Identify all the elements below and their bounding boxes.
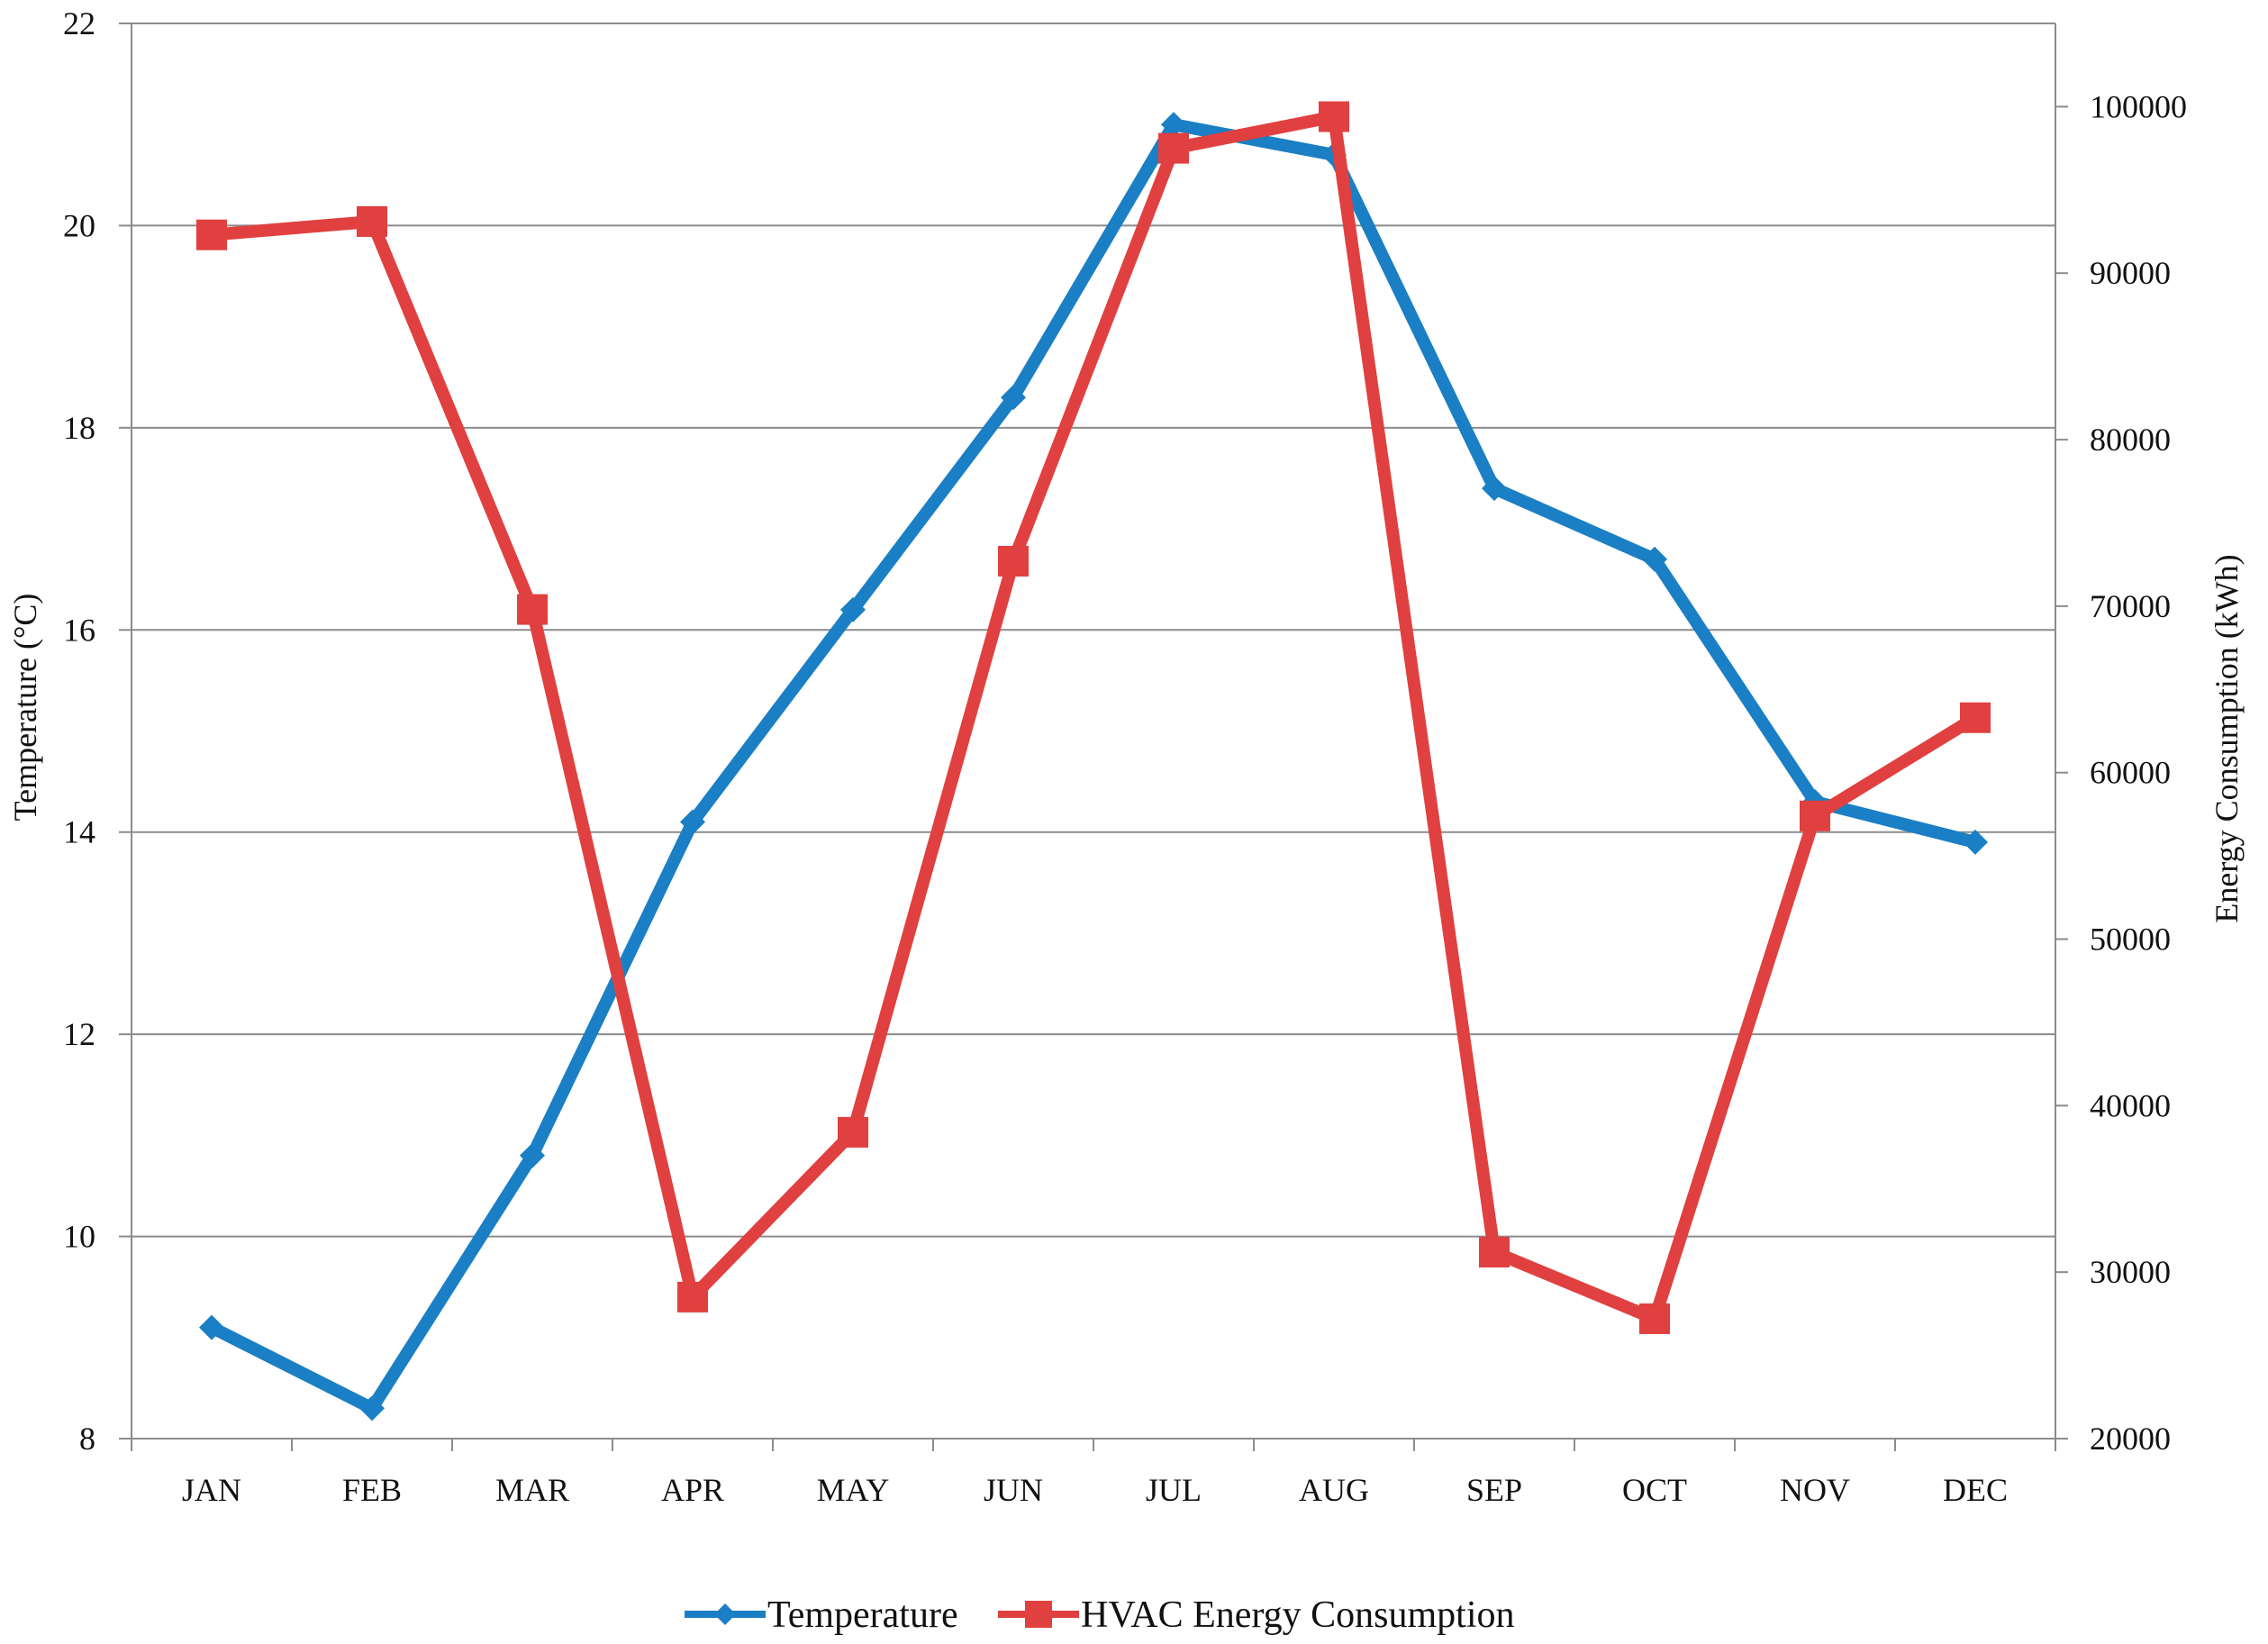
series-line xyxy=(205,118,1982,1415)
x-tick-label: DEC xyxy=(1943,1472,2008,1508)
left-tick-label: 20 xyxy=(63,207,95,243)
x-tick-label: APR xyxy=(661,1472,724,1508)
legend-item-temperature: Temperature xyxy=(685,1594,958,1636)
left-axis-ticks: 8 10 12 14 16 18 20 22 xyxy=(63,5,132,1457)
series-line xyxy=(205,110,1982,1325)
left-tick-label: 16 xyxy=(63,612,95,648)
right-tick-label: 20000 xyxy=(2090,1421,2171,1457)
data-point-square xyxy=(1960,702,1991,733)
right-tick-label: 80000 xyxy=(2090,422,2171,458)
y-axis-right-label: Energy Consumption (kWh) xyxy=(2209,554,2245,922)
legend-item-hvac: HVAC Energy Consumption xyxy=(998,1594,1514,1636)
gridlines xyxy=(132,23,2055,1238)
left-tick-label: 12 xyxy=(63,1016,95,1052)
series-temperature xyxy=(199,112,1988,1421)
series-hvac-energy xyxy=(196,101,1991,1334)
right-tick-label: 100000 xyxy=(2090,88,2187,124)
legend-temperature-label: Temperature xyxy=(767,1594,958,1636)
left-tick-label: 10 xyxy=(63,1219,95,1255)
data-point-square xyxy=(1479,1236,1510,1267)
data-point-square xyxy=(1158,132,1189,164)
x-tick-label: FEB xyxy=(342,1472,402,1508)
data-point-diamond xyxy=(1001,385,1026,411)
data-point-square xyxy=(1800,800,1830,831)
x-tick-label: AUG xyxy=(1299,1472,1369,1508)
x-axis-ticks: JAN FEB MAR APR MAY JUN JUL AUG SEP OCT NOV DEC xyxy=(131,1439,2056,1508)
data-point-diamond xyxy=(1642,546,1667,572)
x-tick-label: JUL xyxy=(1146,1472,1202,1508)
right-axis-ticks: 20000 30000 40000 50000 60000 70000 80000 90000… xyxy=(2055,88,2187,1457)
right-tick-label: 90000 xyxy=(2090,255,2171,291)
right-tick-label: 50000 xyxy=(2090,922,2171,958)
data-point-diamond xyxy=(1482,476,1507,502)
legend-hvac-label: HVAC Energy Consumption xyxy=(1081,1594,1514,1636)
data-point-diamond xyxy=(1161,112,1186,138)
data-point-diamond xyxy=(840,596,866,622)
data-point-diamond xyxy=(520,1142,545,1168)
legend-hvac-marker xyxy=(1025,1601,1052,1628)
series xyxy=(196,101,1991,1421)
x-tick-label: NOV xyxy=(1780,1472,1850,1508)
left-tick-label: 22 xyxy=(63,5,95,41)
legend-temperature-marker xyxy=(714,1603,736,1625)
data-point-diamond xyxy=(359,1395,385,1421)
data-point-square xyxy=(517,594,548,625)
legend: Temperature HVAC Energy Consumption xyxy=(685,1594,1514,1636)
data-point-diamond xyxy=(1963,829,1988,855)
data-point-square xyxy=(838,1116,868,1148)
right-tick-label: 30000 xyxy=(2090,1254,2171,1290)
data-point-square xyxy=(677,1281,708,1312)
x-tick-label: MAR xyxy=(495,1472,569,1508)
data-point-diamond xyxy=(680,809,705,835)
left-tick-label: 14 xyxy=(63,814,95,850)
data-point-square xyxy=(357,205,387,237)
data-point-square xyxy=(1639,1303,1670,1334)
data-point-square xyxy=(998,545,1029,577)
x-tick-label: OCT xyxy=(1622,1472,1687,1508)
right-tick-label: 60000 xyxy=(2090,755,2171,791)
x-tick-label: SEP xyxy=(1466,1472,1522,1508)
y-axis-left-label: Temperature (°C) xyxy=(7,594,43,822)
data-point-square xyxy=(196,219,227,250)
x-tick-label: JUN xyxy=(984,1472,1043,1508)
data-point-diamond xyxy=(199,1314,224,1340)
right-tick-label: 40000 xyxy=(2090,1087,2171,1123)
left-tick-label: 8 xyxy=(79,1421,95,1457)
data-point-square xyxy=(1319,101,1349,132)
x-tick-label: JAN xyxy=(182,1472,241,1508)
left-tick-label: 18 xyxy=(63,410,95,446)
x-tick-label: MAY xyxy=(817,1472,890,1508)
right-tick-label: 70000 xyxy=(2090,588,2171,624)
